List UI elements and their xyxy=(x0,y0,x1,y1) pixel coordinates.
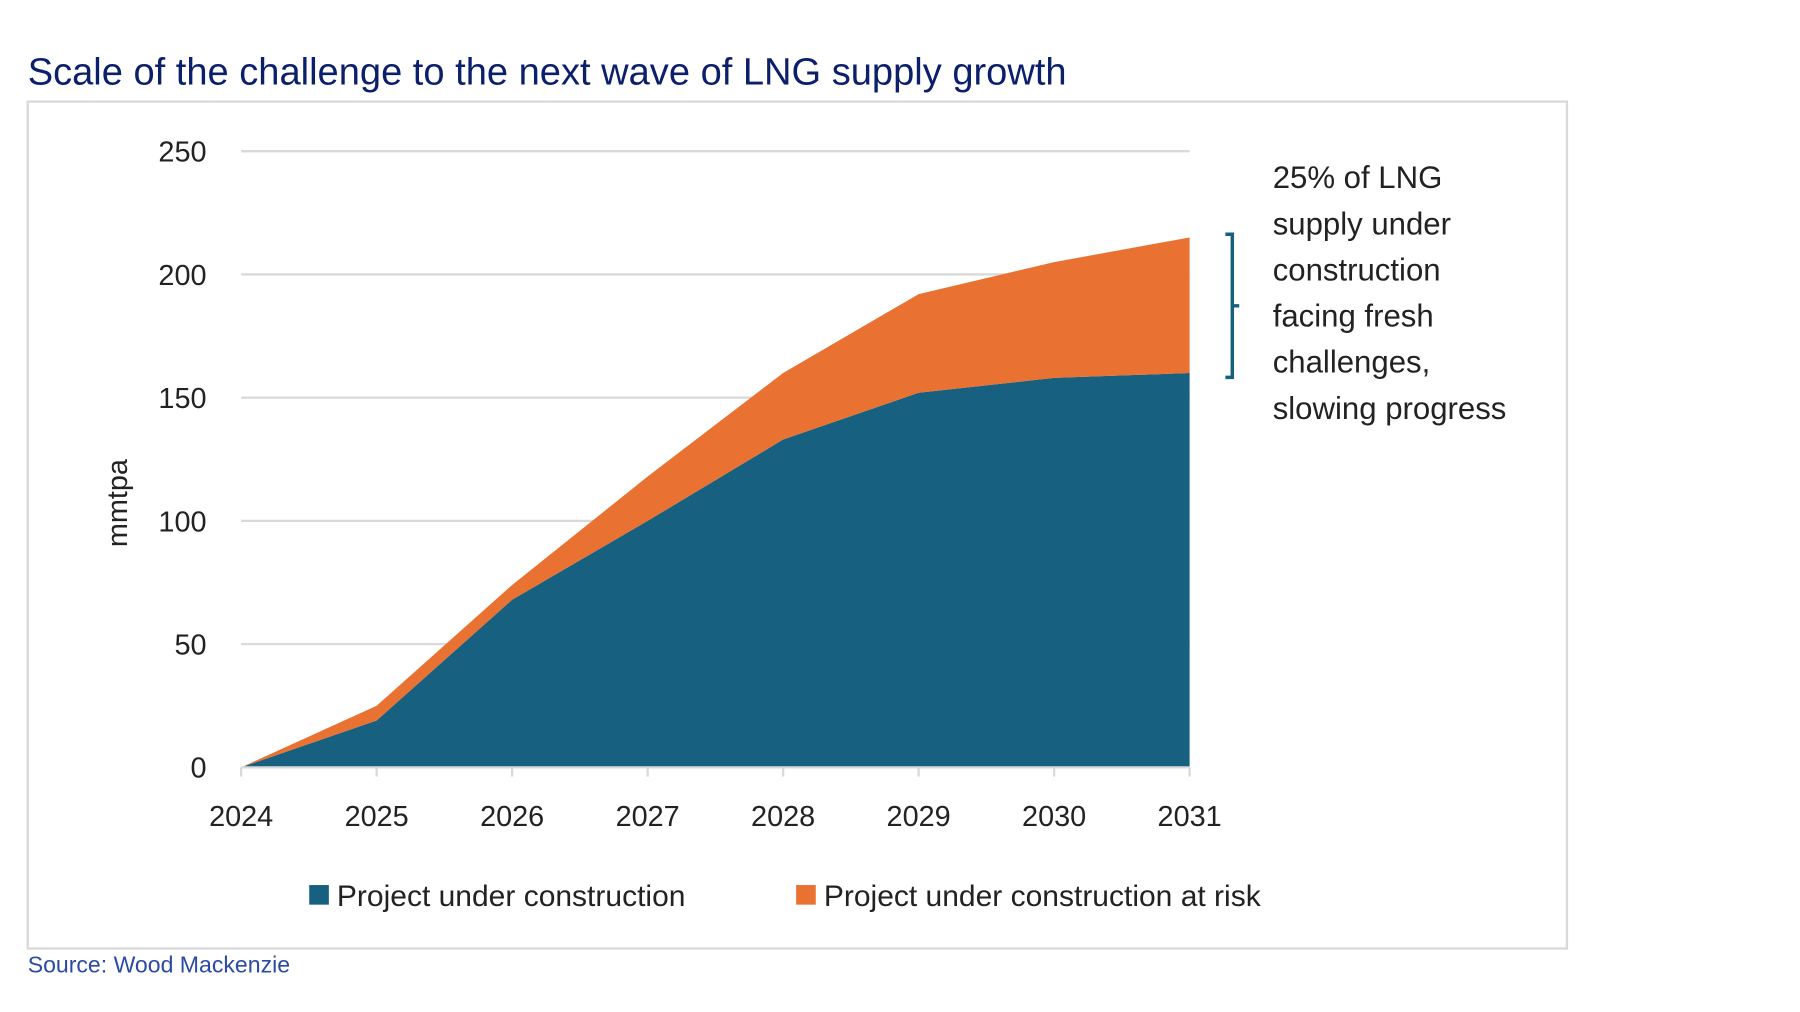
x-tick-label: 2029 xyxy=(887,801,951,833)
y-tick-label: 250 xyxy=(158,137,206,169)
legend-label: Project under construction xyxy=(337,880,686,913)
chart-title: Scale of the challenge to the next wave … xyxy=(28,51,1067,93)
plot-areas xyxy=(241,237,1190,768)
y-tick-label: 200 xyxy=(158,260,206,292)
area-series-at-risk xyxy=(241,237,1190,768)
y-axis-label: mmtpa xyxy=(102,458,134,547)
y-axis-ticks: 0 50 100 150 200 250 xyxy=(158,137,206,785)
annotation-text: 25% of LNG supply under construction facing… xyxy=(1273,160,1507,426)
y-tick-label: 150 xyxy=(158,383,206,415)
x-tick-label: 2030 xyxy=(1022,801,1086,833)
legend-swatch xyxy=(796,885,816,905)
source-note: Source: Wood Mackenzie xyxy=(28,952,290,978)
annotation-line: supply under xyxy=(1273,206,1451,241)
y-tick-label: 100 xyxy=(158,506,206,538)
x-tick-label: 2024 xyxy=(209,801,273,833)
legend-swatch xyxy=(309,885,329,905)
legend-label: Project under construction at risk xyxy=(824,880,1262,913)
x-axis-ticks: 2024 2025 2026 2027 2028 2029 2030 2031 xyxy=(209,766,1222,833)
annotation-line: 25% of LNG xyxy=(1273,160,1443,195)
x-tick-label: 2026 xyxy=(480,801,544,833)
x-tick-label: 2027 xyxy=(616,801,680,833)
annotation-bracket xyxy=(1225,232,1240,380)
area-series-under-construction xyxy=(241,373,1190,768)
annotation-line: slowing progress xyxy=(1273,391,1507,426)
annotation-line: challenges, xyxy=(1273,345,1431,380)
legend: Project under construction Project under … xyxy=(309,880,1262,913)
y-tick-label: 0 xyxy=(190,753,206,785)
x-tick-label: 2025 xyxy=(345,801,409,833)
y-tick-label: 50 xyxy=(174,630,206,662)
annotation-line: construction xyxy=(1273,252,1441,287)
x-tick-label: 2028 xyxy=(751,801,815,833)
annotation-line: facing fresh xyxy=(1273,299,1434,334)
x-tick-label: 2031 xyxy=(1158,801,1222,833)
